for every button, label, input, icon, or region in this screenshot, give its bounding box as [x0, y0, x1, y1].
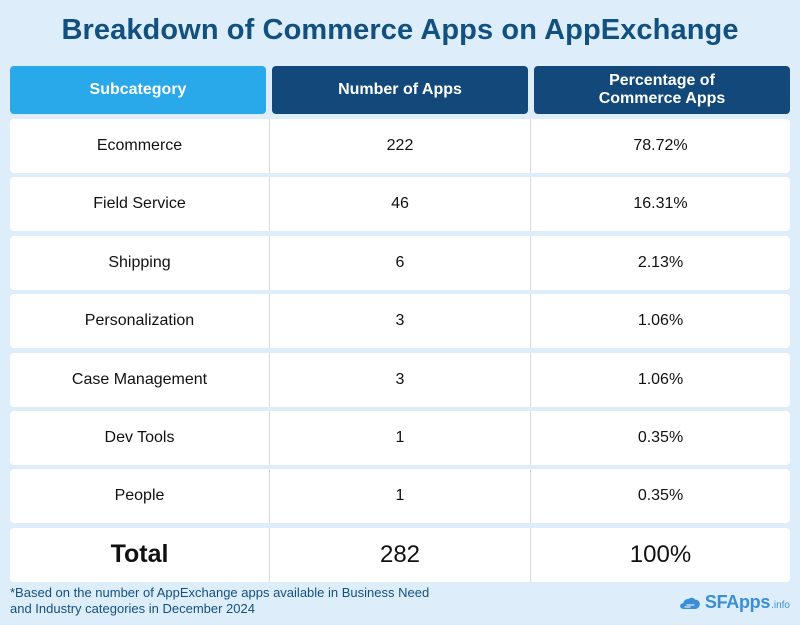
subcategory-cell: Field Service: [10, 177, 270, 232]
total-apps: 282: [270, 527, 531, 582]
subcategory-cell: Shipping: [10, 235, 270, 290]
page-title: Breakdown of Commerce Apps on AppExchang…: [61, 14, 739, 46]
table-row: Case Management 3 1.06%: [10, 352, 790, 407]
apps-count-cell: 3: [270, 352, 531, 407]
percent-cell: 16.31%: [633, 195, 688, 213]
table-row: Shipping 6 2.13%: [10, 235, 790, 290]
subcategory-cell: Ecommerce: [10, 119, 270, 173]
logo-suffix: .info: [771, 600, 790, 611]
column-header-percentage-label: Percentage of Commerce Apps: [598, 72, 726, 107]
column-header-number-of-apps: Number of Apps: [272, 66, 528, 114]
percent-cell: 78.72%: [633, 137, 688, 154]
apps-count-cell: 46: [270, 177, 531, 232]
apps-count-cell: 222: [270, 119, 531, 173]
table-row: Ecommerce 222 78.72%: [10, 119, 790, 173]
column-header-subcategory: Subcategory: [10, 66, 266, 114]
apps-count-cell: 3: [270, 294, 531, 349]
apps-count-cell: 1: [270, 469, 531, 524]
total-percent: 100%: [629, 540, 692, 568]
percent-cell: 0.35%: [637, 429, 684, 446]
total-label: Total: [10, 527, 270, 582]
footnote: *Based on the number of AppExchange apps…: [10, 585, 430, 616]
percent-cell: 2.13%: [637, 253, 684, 271]
subcategory-cell: Case Management: [10, 352, 270, 407]
apps-count-cell: 6: [270, 235, 531, 290]
subcategory-cell: Personalization: [10, 294, 270, 349]
total-row: Total 282 100%: [10, 527, 790, 582]
apps-count-cell: 1: [270, 411, 531, 465]
table-row: Personalization 3 1.06%: [10, 294, 790, 349]
subcategory-cell: People: [10, 469, 270, 524]
table-row: Field Service 46 16.31%: [10, 177, 790, 232]
sfapps-logo: SFApps .info: [679, 592, 790, 613]
logo-text: SFApps: [704, 592, 771, 612]
percent-cell: 0.35%: [637, 487, 684, 505]
cloud-icon: [680, 597, 700, 609]
table-row: Dev Tools 1 0.35%: [10, 411, 790, 465]
column-header-percentage: Percentage of Commerce Apps: [534, 66, 790, 114]
percent-cell: 1.06%: [637, 312, 684, 330]
subcategory-cell: Dev Tools: [10, 411, 270, 465]
table-row: People 1 0.35%: [10, 469, 790, 524]
percent-cell: 1.06%: [637, 370, 684, 388]
